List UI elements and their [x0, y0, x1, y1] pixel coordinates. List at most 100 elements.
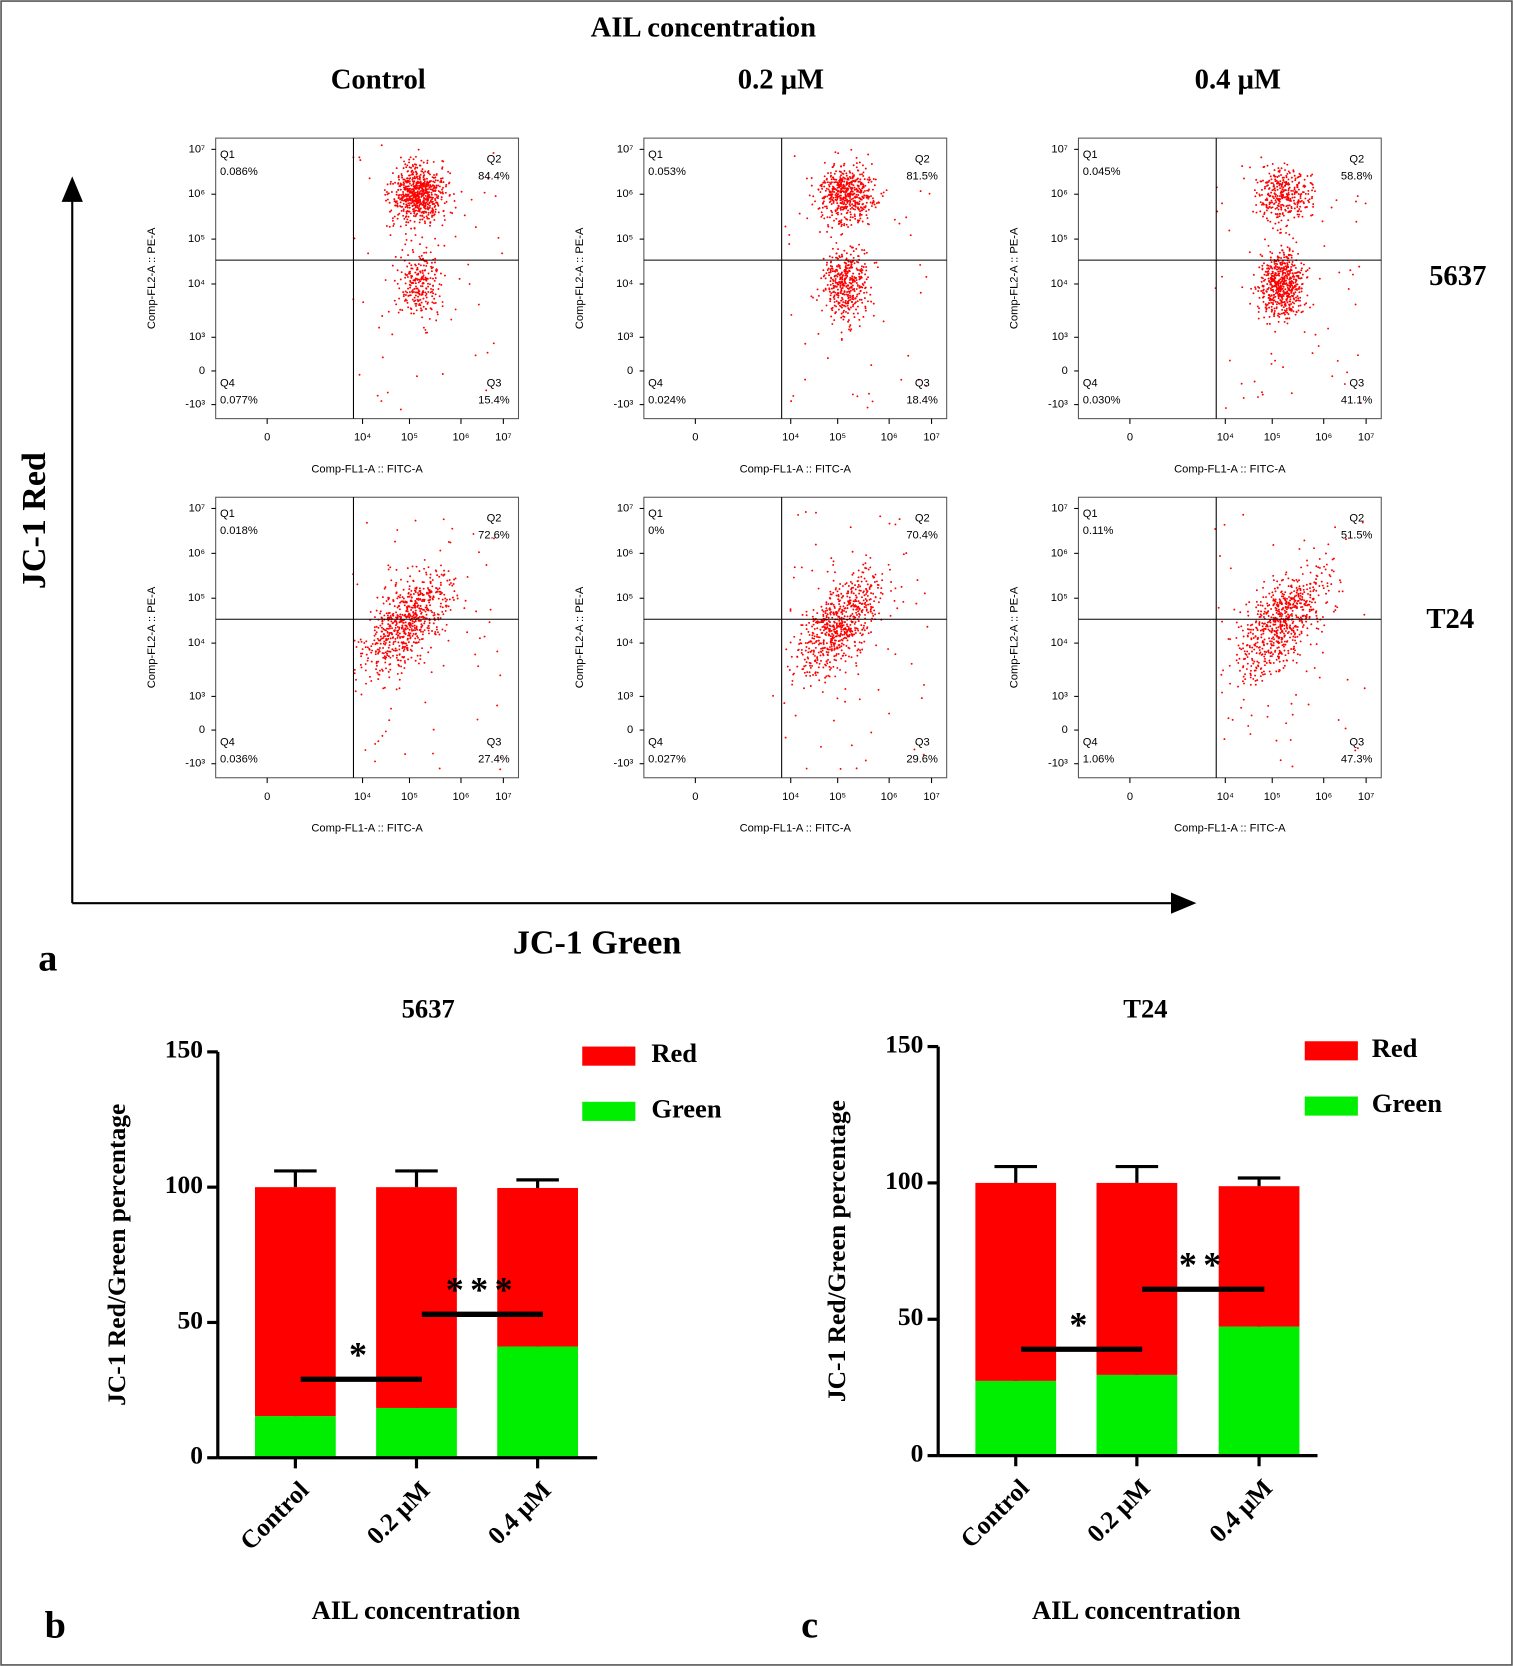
cell-dot [391, 627, 394, 630]
cell-dot [881, 195, 884, 198]
cell-dot [458, 277, 461, 280]
cell-dot [431, 214, 434, 217]
cell-dot [863, 624, 865, 627]
cell-dot [456, 594, 459, 597]
cell-dot [1295, 614, 1298, 617]
plot-y-tick: 10⁵ [616, 233, 633, 245]
cell-dot [862, 599, 865, 602]
cell-dot [1270, 283, 1273, 286]
cell-dot [828, 183, 830, 186]
cell-dot [418, 590, 421, 593]
cell-dot [1297, 277, 1300, 280]
cell-dot [1315, 589, 1318, 592]
cell-dot [1258, 266, 1261, 269]
cell-dot [826, 654, 829, 657]
cell-dot [820, 745, 822, 748]
cell-dot [1246, 623, 1249, 626]
plot-x-tick: 0 [264, 432, 270, 444]
cell-dot [419, 243, 421, 246]
cell-dot [831, 226, 834, 229]
cell-dot [854, 598, 857, 601]
cell-dot [856, 219, 859, 222]
cell-dot [398, 627, 401, 630]
cell-dot [800, 624, 803, 626]
cell-dot [817, 651, 820, 654]
cell-dot [842, 318, 845, 321]
cell-dot [852, 200, 855, 202]
cell-dot [874, 178, 877, 181]
cell-dot [842, 190, 845, 193]
cell-dot [833, 639, 836, 642]
cell-dot [1264, 607, 1267, 610]
cell-dot [849, 294, 851, 297]
cell-dot [431, 598, 434, 601]
cell-dot [1289, 298, 1292, 301]
cell-dot [425, 591, 428, 594]
cell-dot [382, 652, 385, 655]
cell-dot [361, 648, 364, 651]
cell-dot [1270, 266, 1273, 269]
cell-dot [406, 608, 409, 611]
cell-dot [434, 633, 437, 636]
cell-dot [865, 608, 868, 611]
cell-dot [392, 614, 395, 617]
cell-dot [822, 269, 825, 272]
cell-dot [788, 233, 791, 236]
cell-dot [1306, 588, 1309, 591]
cell-dot [823, 274, 826, 277]
cell-dot [418, 186, 421, 189]
cell-dot [425, 296, 428, 299]
cell-dot [410, 202, 413, 205]
cell-dot [425, 198, 428, 201]
cell-dot [415, 173, 418, 176]
cell-dot [834, 628, 836, 631]
cell-dot [1292, 199, 1295, 202]
cell-dot [1222, 669, 1225, 672]
cell-dot [466, 575, 469, 578]
cell-dot [409, 636, 412, 639]
cell-dot [388, 201, 391, 204]
cell-dot [845, 183, 848, 186]
cell-dot [441, 628, 444, 631]
cell-dot [437, 287, 440, 290]
cell-dot [477, 303, 480, 306]
plot-x-tick: 0 [1127, 432, 1133, 444]
cell-dot [835, 217, 838, 220]
cell-dot [429, 576, 432, 579]
cell-dot [1312, 303, 1315, 306]
cell-dot [395, 656, 398, 659]
cell-dot [861, 628, 864, 631]
cell-dot [1287, 187, 1290, 190]
cell-dot [841, 610, 843, 613]
quadrant-name: Q3 [487, 378, 502, 390]
cell-dot [832, 196, 835, 199]
cell-dot [431, 215, 433, 218]
cell-dot [1277, 205, 1280, 208]
cell-dot [434, 301, 437, 304]
cell-dot [869, 598, 872, 601]
cell-dot [358, 156, 361, 159]
cell-dot [1281, 295, 1284, 298]
cell-dot [377, 678, 380, 681]
cell-dot [855, 308, 858, 311]
cell-dot [812, 296, 814, 299]
cell-dot [856, 190, 859, 193]
cell-dot [807, 657, 810, 660]
cell-dot [436, 179, 439, 182]
cell-dot [843, 290, 846, 293]
flow-plot: Q10%Q270.4%Q329.6%Q40.027%10⁷10⁶10⁵10⁴10… [574, 496, 948, 835]
cell-dot [441, 610, 444, 613]
cell-dot [863, 297, 866, 300]
cell-dot [1306, 634, 1309, 637]
cell-dot [836, 184, 839, 187]
cell-dot [860, 213, 863, 216]
cell-dot [1298, 288, 1300, 290]
cell-dot [832, 579, 835, 582]
cell-dot [843, 627, 845, 630]
cell-dot [1287, 183, 1290, 186]
cell-dot [832, 603, 835, 606]
cell-dot [844, 268, 847, 271]
cell-dot [443, 214, 446, 217]
cell-dot [1294, 291, 1297, 294]
cell-dot [846, 615, 849, 618]
